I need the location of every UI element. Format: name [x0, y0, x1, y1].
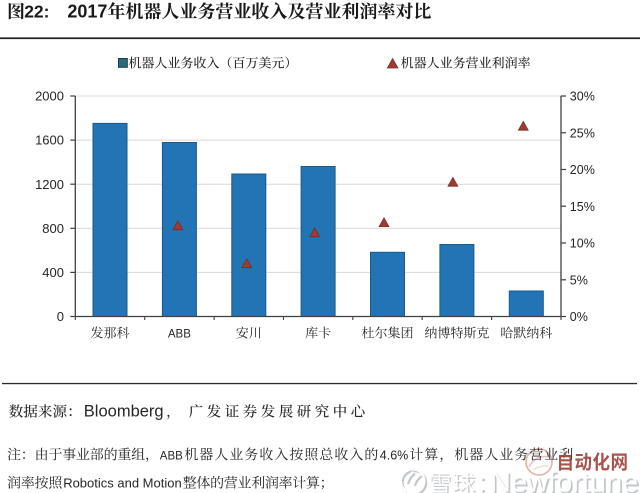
svg-text:Robotics and Motion: Robotics and Motion — [63, 476, 182, 491]
svg-text:ABB: ABB — [160, 450, 183, 462]
svg-text:800: 800 — [42, 221, 64, 236]
svg-text:30%: 30% — [570, 90, 595, 104]
svg-text:2017: 2017 — [67, 2, 107, 22]
svg-text:ABB: ABB — [168, 329, 191, 341]
svg-text:2000: 2000 — [35, 89, 64, 104]
svg-text:15%: 15% — [570, 200, 595, 214]
svg-text:25%: 25% — [570, 126, 595, 140]
svg-text:20%: 20% — [570, 163, 595, 177]
svg-text:Newfortune: Newfortune — [492, 468, 640, 493]
svg-text:22:: 22: — [24, 2, 49, 22]
svg-text:5%: 5% — [570, 273, 588, 287]
svg-text:1200: 1200 — [35, 177, 64, 192]
svg-text:400: 400 — [42, 265, 64, 280]
svg-text:1600: 1600 — [35, 133, 64, 148]
svg-text:10%: 10% — [570, 237, 595, 251]
svg-text:4.6%: 4.6% — [380, 448, 409, 462]
svg-text:0%: 0% — [570, 310, 588, 324]
svg-text:Bloomberg: Bloomberg — [84, 403, 164, 421]
svg-text:0: 0 — [57, 309, 64, 324]
svg-text:Newfortune: Newfortune — [490, 467, 638, 493]
